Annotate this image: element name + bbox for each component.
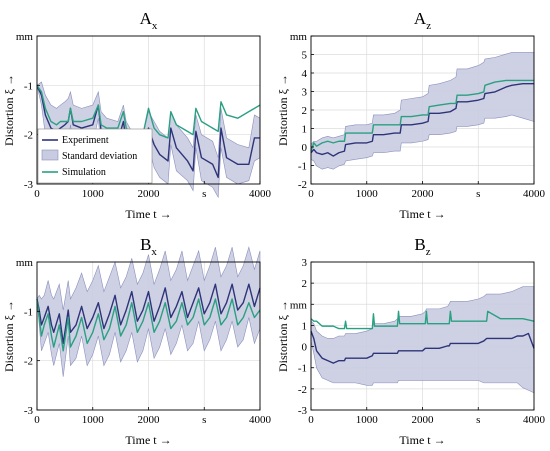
panel-title-sub: z: [426, 20, 431, 32]
panel-title-sub: z: [426, 246, 431, 258]
y-tick-label: 2: [302, 278, 308, 290]
x-tick-label: 1000: [356, 414, 379, 426]
x-tick-label: 4000: [249, 414, 272, 426]
y-tick-label: -3: [24, 405, 34, 417]
x-tick-label: 1000: [82, 188, 105, 200]
panel-title-main: B: [140, 235, 151, 254]
series-line-experiment: [310, 82, 534, 157]
x-tick-label: 0: [34, 414, 40, 426]
y-tick-label: -2: [298, 384, 307, 396]
panel-title: Az: [414, 9, 431, 32]
x-axis-label: Time t →: [399, 207, 445, 221]
panel-title: Bz: [414, 235, 430, 258]
y-tick-label: 4: [302, 68, 308, 80]
series-line-experiment: [36, 283, 261, 345]
x-tick-label: 4000: [523, 188, 546, 200]
x-tick-label: s: [476, 414, 480, 426]
series-line-experiment: [310, 330, 535, 364]
legend-label-simulation: Simulation: [62, 167, 106, 178]
y-tick-label: 5: [302, 50, 308, 62]
y-axis-label: Distortion ξ →: [2, 300, 16, 372]
x-tick-label: 4000: [249, 188, 272, 200]
y-tick-label: -3: [298, 405, 308, 417]
panel-title-sub: x: [151, 246, 157, 258]
chart-panel-3: 0 1000 2000 s 4000 3 2 mm 1 0 -1 -2 -3 Bz Time t → Dist…: [276, 235, 546, 447]
chart-panel-0: 0 1000 2000 s 4000 mm -1 -2 -3 Ax Time t → Distorti…: [2, 9, 272, 221]
series-line-simulation: [310, 79, 534, 152]
y-axis-label: Distortion ξ →: [2, 74, 16, 146]
y-tick-label: 1: [302, 124, 308, 136]
x-tick-label: 2000: [138, 188, 161, 200]
panel-title-main: B: [414, 235, 425, 254]
x-tick-label: 4000: [523, 414, 546, 426]
chart-panel-2: 0 1000 2000 s 4000 mm -1 -2 -3 Bx Time t → Distorti…: [2, 235, 272, 447]
y-tick-label: -1: [298, 363, 307, 375]
x-tick-label: s: [202, 188, 206, 200]
x-tick-label: 2000: [138, 414, 161, 426]
y-tick-label: 2: [302, 105, 308, 117]
y-tick-label: -1: [24, 306, 33, 318]
panel-title-main: A: [414, 9, 427, 28]
y-axis-label: Distortion ξ →: [276, 300, 290, 372]
x-tick-label: 1000: [356, 188, 379, 200]
x-tick-label: s: [476, 188, 480, 200]
x-axis-label: Time t →: [399, 433, 445, 447]
panel-title: Bx: [140, 235, 157, 258]
x-axis-label: Time t →: [125, 207, 171, 221]
x-tick-label: s: [202, 414, 206, 426]
x-tick-label: 2000: [412, 188, 435, 200]
y-tick-label: 0: [302, 342, 308, 354]
panel-title: Ax: [140, 9, 158, 32]
y-tick-label: -2: [24, 356, 33, 368]
y-tick-label: 1: [302, 320, 308, 332]
legend-swatch-band: [41, 149, 59, 161]
x-tick-label: 0: [34, 188, 40, 200]
y-tick-label: -2: [24, 130, 33, 142]
y-tick-label: -1: [24, 80, 33, 92]
y-tick-label: -1: [298, 161, 307, 173]
legend: Experiment Standard deviation Simulation: [37, 128, 153, 184]
legend-label-band: Standard deviation: [62, 151, 137, 162]
y-tick-label: mm: [290, 299, 308, 311]
y-axis-label: Distortion ξ →: [276, 74, 290, 146]
chart-panel-1: 0 1000 2000 s 4000 mm 5 4 3 2 1 0 -1 -2 Az Time t → Dist…: [276, 9, 546, 221]
series-line-simulation: [310, 310, 535, 330]
y-tick-label: mm: [290, 31, 308, 43]
y-tick-label: 3: [302, 87, 308, 99]
y-tick-label: 0: [302, 142, 308, 154]
y-tick-label: -3: [24, 179, 34, 191]
series-line-simulation: [36, 298, 261, 352]
x-tick-label: 2000: [412, 414, 435, 426]
legend-label-experiment: Experiment: [62, 135, 109, 146]
panel-title-main: A: [140, 9, 153, 28]
x-axis-label: Time t →: [125, 433, 171, 447]
y-tick-label: mm: [16, 31, 34, 43]
y-tick-label: -2: [298, 179, 307, 191]
x-tick-label: 0: [308, 188, 314, 200]
panel-title-sub: x: [152, 20, 158, 32]
y-tick-label: mm: [16, 257, 34, 269]
x-tick-label: 0: [308, 414, 314, 426]
x-tick-label: 1000: [82, 414, 105, 426]
y-tick-label: 3: [302, 257, 308, 269]
